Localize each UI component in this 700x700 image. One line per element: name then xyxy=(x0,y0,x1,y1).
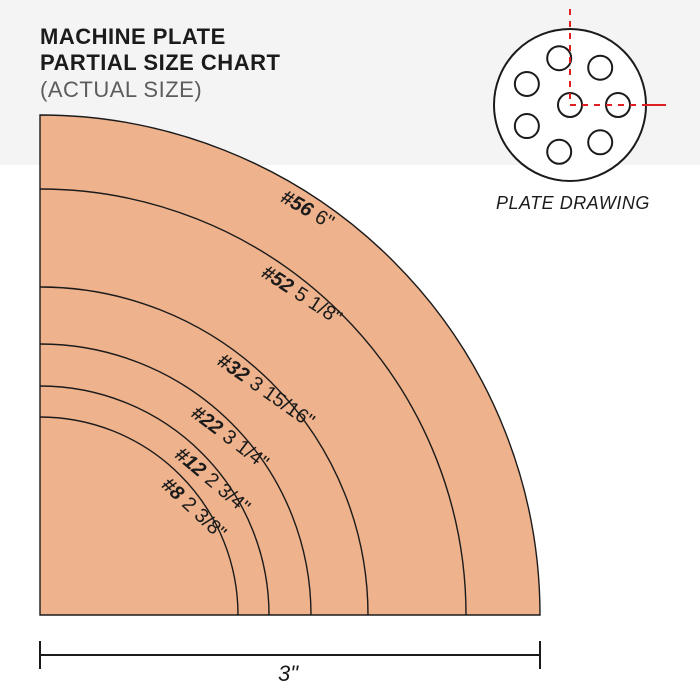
arc-number: #12 xyxy=(170,443,210,481)
title-line-2: PARTIAL SIZE CHART xyxy=(40,50,280,76)
arc-size: 3 1/4" xyxy=(219,426,273,475)
arc-label: #525 1/8" xyxy=(257,261,346,330)
canvas: MACHINE PLATE PARTIAL SIZE CHART (ACTUAL… xyxy=(0,0,700,700)
arc-size: 3 15/16" xyxy=(245,373,318,433)
title-line-1: MACHINE PLATE xyxy=(40,24,280,50)
plate-drawing-caption: PLATE DRAWING xyxy=(496,193,650,214)
arc-number: #22 xyxy=(187,402,227,440)
arc-number: #32 xyxy=(213,350,253,387)
chart-title: MACHINE PLATE PARTIAL SIZE CHART (ACTUAL… xyxy=(40,24,280,103)
title-line-3: (ACTUAL SIZE) xyxy=(40,77,280,103)
arc-label: #566" xyxy=(276,186,337,235)
arc-number: #52 xyxy=(258,261,298,298)
arc-size: 5 1/8" xyxy=(291,283,346,330)
arc-size: 6" xyxy=(311,206,338,234)
arc-number: #56 xyxy=(277,186,317,222)
arc-label: #323 15/16" xyxy=(212,350,318,434)
dimension-label: 3" xyxy=(278,661,298,687)
